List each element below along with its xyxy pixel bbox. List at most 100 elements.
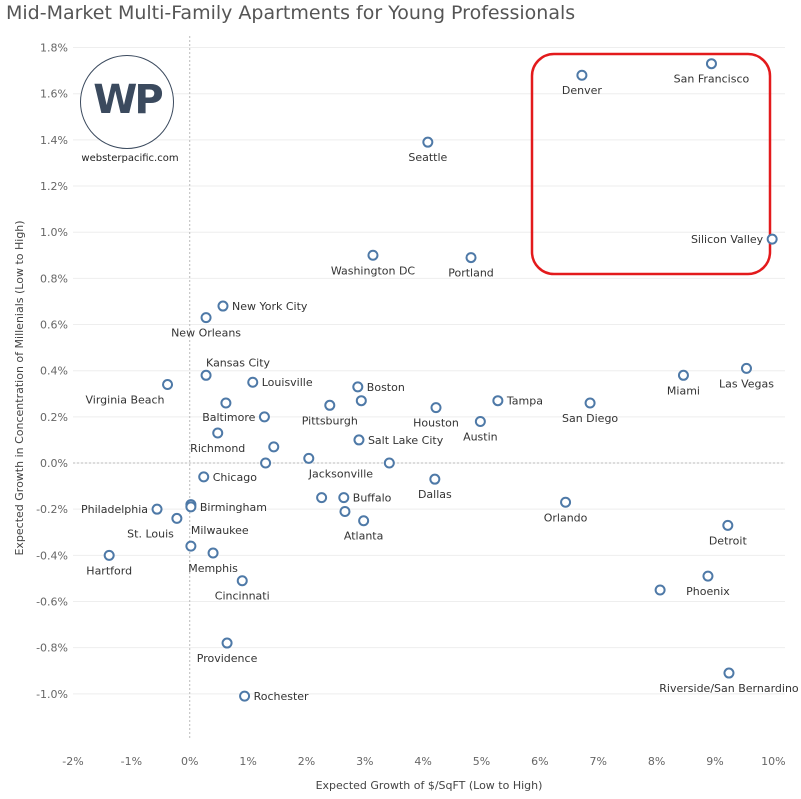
data-label: Detroit	[709, 534, 748, 547]
y-tick-label: -0.6%	[36, 596, 68, 609]
y-tick-label: 0.4%	[40, 365, 68, 378]
data-label: San Diego	[562, 412, 618, 425]
data-point	[185, 501, 197, 513]
x-tick-label: 4%	[414, 755, 431, 768]
x-tick-label: 9%	[706, 755, 723, 768]
data-point	[316, 492, 328, 504]
data-point	[162, 379, 174, 391]
data-label: Richmond	[190, 442, 245, 455]
data-point	[358, 515, 370, 527]
data-point	[268, 441, 280, 453]
x-tick-label: 3%	[356, 755, 373, 768]
highlight-box	[530, 52, 772, 276]
data-label: Phoenix	[686, 585, 730, 598]
logo: WP websterpacific.com	[80, 55, 180, 170]
data-label: Philadelphia	[81, 503, 148, 516]
data-point	[705, 58, 717, 70]
data-label: Milwaukee	[191, 524, 249, 537]
data-point	[303, 452, 315, 464]
y-tick-label: 1.8%	[40, 42, 68, 55]
data-label: Cincinnati	[215, 590, 270, 603]
data-label: Washington DC	[331, 264, 416, 277]
x-tick-label: 6%	[531, 755, 548, 768]
data-point	[353, 434, 365, 446]
data-point	[171, 512, 183, 524]
data-point	[221, 637, 233, 649]
data-point	[260, 457, 272, 469]
y-tick-label: -0.2%	[36, 503, 68, 516]
data-point	[339, 505, 351, 517]
data-point	[429, 473, 441, 485]
x-tick-label: 1%	[239, 755, 256, 768]
data-point	[766, 233, 778, 245]
data-point	[584, 397, 596, 409]
data-label: Silicon Valley	[691, 233, 764, 246]
data-label: Boston	[367, 381, 405, 394]
logo-mark: WP	[93, 77, 163, 123]
data-point	[258, 411, 270, 423]
data-label: Atlanta	[344, 530, 383, 543]
data-point	[383, 457, 395, 469]
data-label: St. Louis	[127, 527, 174, 540]
data-point	[722, 519, 734, 531]
y-tick-label: 0.0%	[40, 457, 68, 470]
data-point	[338, 492, 350, 504]
y-tick-label: 0.2%	[40, 411, 68, 424]
data-label: Pittsburgh	[302, 414, 358, 427]
y-tick-label: 1.4%	[40, 134, 68, 147]
y-tick-label: -0.8%	[36, 642, 68, 655]
data-point	[654, 584, 666, 596]
data-point	[200, 312, 212, 324]
data-label: San Francisco	[674, 73, 750, 86]
data-point	[236, 575, 248, 587]
data-label: New Orleans	[171, 327, 241, 340]
data-point	[465, 252, 477, 264]
x-tick-label: 2%	[298, 755, 315, 768]
data-label: Salt Lake City	[368, 434, 444, 447]
x-tick-label: -1%	[121, 755, 142, 768]
data-label: Birmingham	[200, 501, 267, 514]
data-label: Hartford	[86, 564, 132, 577]
logo-url: websterpacific.com	[81, 153, 179, 164]
data-label: Virginia Beach	[85, 394, 164, 407]
data-label: Chicago	[213, 471, 257, 484]
y-tick-label: -0.4%	[36, 549, 68, 562]
data-point	[247, 376, 259, 388]
data-label: Rochester	[254, 690, 309, 703]
data-point	[220, 397, 232, 409]
data-point	[352, 381, 364, 393]
data-label: Riverside/San Bernardino	[659, 682, 799, 695]
data-label: Orlando	[544, 511, 588, 524]
data-point	[212, 427, 224, 439]
data-point	[200, 369, 212, 381]
data-label: New York City	[232, 300, 308, 313]
x-tick-label: 0%	[181, 755, 198, 768]
x-tick-label: 5%	[473, 755, 490, 768]
data-point	[239, 690, 251, 702]
y-tick-label: 0.8%	[40, 272, 68, 285]
data-label: Dallas	[418, 488, 452, 501]
data-label: Houston	[413, 417, 459, 430]
y-tick-label: 1.0%	[40, 226, 68, 239]
y-tick-label: -1.0%	[36, 688, 68, 701]
data-point	[430, 402, 442, 414]
data-point	[185, 540, 197, 552]
data-point	[207, 547, 219, 559]
x-tick-label: 8%	[648, 755, 665, 768]
x-tick-label: 7%	[590, 755, 607, 768]
data-label: Austin	[463, 430, 498, 443]
data-point	[355, 395, 367, 407]
data-label: Jacksonville	[308, 467, 374, 480]
data-point	[367, 249, 379, 261]
y-tick-label: 0.6%	[40, 319, 68, 332]
data-label: Louisville	[262, 376, 313, 389]
data-point	[217, 300, 229, 312]
data-label: Seattle	[408, 151, 447, 164]
data-point	[422, 136, 434, 148]
data-point	[702, 570, 714, 582]
logo-circle	[80, 55, 174, 149]
data-point	[723, 667, 735, 679]
data-label: Memphis	[188, 562, 238, 575]
data-label: Kansas City	[206, 356, 270, 369]
